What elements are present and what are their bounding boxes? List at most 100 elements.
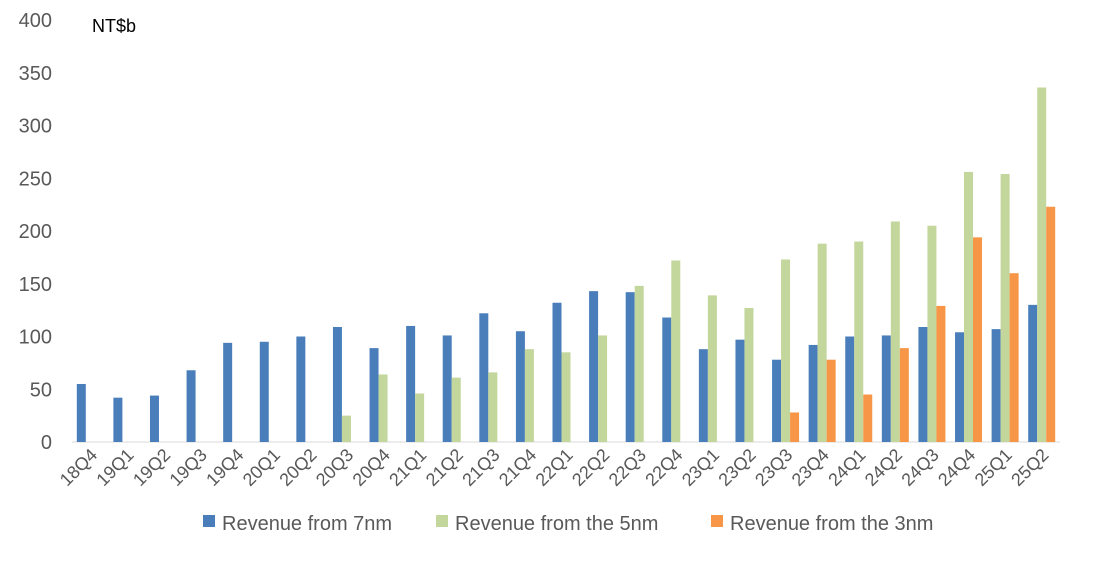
bar <box>1037 87 1047 443</box>
bar <box>817 243 827 442</box>
bar <box>625 292 635 442</box>
bar <box>524 349 534 442</box>
legend-swatch <box>711 515 723 527</box>
bar <box>332 327 342 442</box>
x-tick-label: 24Q4 <box>934 445 979 490</box>
bar <box>991 329 1001 442</box>
bar <box>598 335 608 442</box>
x-tick-label: 20Q4 <box>349 445 394 490</box>
bar <box>76 383 86 442</box>
legend-label: Revenue from 7nm <box>222 513 392 535</box>
bar <box>781 259 791 442</box>
x-tick-label: 23Q1 <box>678 445 723 490</box>
bar <box>744 308 754 442</box>
bar <box>881 335 891 442</box>
bar <box>927 225 937 442</box>
x-tick-label: 21Q1 <box>385 445 430 490</box>
bar <box>515 331 525 442</box>
bar <box>845 336 855 442</box>
bar <box>479 313 489 442</box>
x-tick-label: 20Q3 <box>312 445 357 490</box>
bar <box>369 348 379 442</box>
bar <box>826 359 836 442</box>
y-tick-label: 0 <box>41 432 52 454</box>
x-tick-label: 22Q3 <box>605 445 650 490</box>
bar <box>442 335 452 442</box>
bar <box>561 352 571 442</box>
bar <box>936 305 946 442</box>
x-tick-label: 19Q2 <box>129 445 174 490</box>
bar <box>451 377 461 442</box>
bar <box>634 285 644 442</box>
bar <box>890 221 900 442</box>
x-tick-label: 22Q1 <box>532 445 577 490</box>
x-tick-label: 24Q2 <box>861 445 906 490</box>
bars <box>76 87 1056 443</box>
bar <box>415 393 425 442</box>
bar <box>223 342 233 442</box>
bar <box>149 395 159 442</box>
legend-swatch <box>203 515 215 527</box>
bar <box>863 394 873 442</box>
bar <box>790 412 800 442</box>
bar <box>1046 206 1056 442</box>
legend-swatch <box>436 515 448 527</box>
x-tick-label: 21Q4 <box>495 445 540 490</box>
bar <box>552 302 562 442</box>
y-tick-label: 250 <box>19 168 52 190</box>
x-tick-label: 24Q1 <box>824 445 869 490</box>
bar <box>707 295 717 442</box>
bar <box>1009 273 1019 442</box>
bar <box>973 237 983 442</box>
y-tick-label: 400 <box>19 10 52 32</box>
bar <box>296 336 306 442</box>
x-tick-label: 21Q2 <box>422 445 467 490</box>
bar <box>1000 174 1010 442</box>
x-tick-label: 19Q3 <box>166 445 211 490</box>
bar <box>698 349 708 442</box>
x-tick-label: 25Q1 <box>971 445 1016 490</box>
bar <box>259 341 269 442</box>
bar <box>735 339 745 442</box>
y-axis: 0 50 100 150 200 250 300 350 400 <box>19 10 52 454</box>
bar <box>341 415 351 443</box>
x-tick-label: 24Q3 <box>897 445 942 490</box>
bar <box>772 359 782 442</box>
x-tick-label: 20Q1 <box>239 445 284 490</box>
y-tick-label: 50 <box>30 379 52 401</box>
x-tick-label: 22Q4 <box>641 445 686 490</box>
legend: Revenue from 7nm Revenue from the 5nm Reve… <box>203 513 933 535</box>
x-axis: 18Q419Q119Q219Q319Q420Q120Q220Q320Q421Q1… <box>56 445 1053 490</box>
x-tick-label: 18Q4 <box>56 445 101 490</box>
x-tick-label: 23Q2 <box>715 445 760 490</box>
x-tick-label: 23Q4 <box>788 445 833 490</box>
unit-label: NT$b <box>92 16 136 36</box>
x-tick-label: 23Q3 <box>751 445 796 490</box>
bar <box>113 397 123 442</box>
x-tick-label: 25Q2 <box>1007 445 1052 490</box>
y-tick-label: 100 <box>19 327 52 349</box>
x-tick-label: 21Q3 <box>458 445 503 490</box>
x-tick-label: 20Q2 <box>275 445 320 490</box>
legend-label: Revenue from the 3nm <box>730 513 933 535</box>
y-tick-label: 350 <box>19 63 52 85</box>
y-tick-label: 200 <box>19 221 52 243</box>
bar <box>1028 304 1038 442</box>
bar <box>899 348 909 442</box>
bar <box>186 370 196 442</box>
bar <box>671 260 681 442</box>
x-tick-label: 19Q1 <box>92 445 137 490</box>
bar <box>488 372 498 442</box>
bar <box>589 291 599 442</box>
x-tick-label: 22Q2 <box>568 445 613 490</box>
bar <box>918 327 928 442</box>
y-tick-label: 150 <box>19 274 52 296</box>
bar <box>808 344 818 442</box>
bar <box>406 325 416 442</box>
bar <box>662 317 672 442</box>
y-tick-label: 300 <box>19 116 52 138</box>
x-tick-label: 19Q4 <box>202 445 247 490</box>
bar <box>955 332 965 442</box>
bar <box>964 171 974 443</box>
